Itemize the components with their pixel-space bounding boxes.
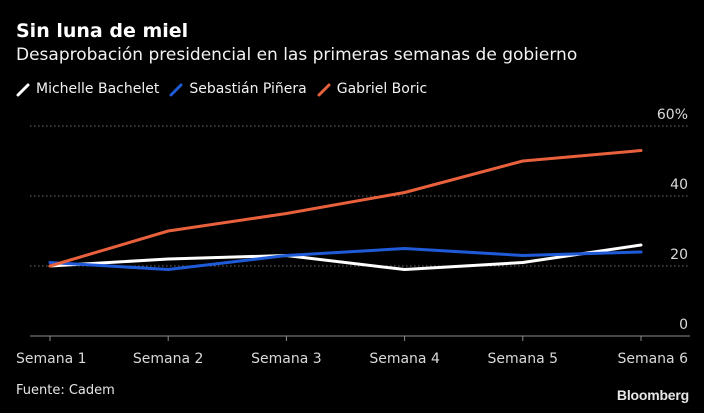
chart-subtitle: Desaprobación presidencial en las primer… <box>16 45 578 65</box>
y-tick-label: 0 <box>679 317 688 333</box>
series-line-0 <box>48 243 643 271</box>
legend-item-pinera: Sebastián Piñera <box>169 81 307 97</box>
legend-item-bachelet: Michelle Bachelet <box>16 81 159 97</box>
legend-label-bachelet: Michelle Bachelet <box>36 81 160 97</box>
legend-label-boric: Gabriel Boric <box>336 81 428 97</box>
legend-swatch-pinera <box>169 83 183 97</box>
legend-swatch-boric <box>317 83 331 97</box>
x-tick-label: Semana 2 <box>133 351 204 367</box>
y-tick-label: 60% <box>657 107 688 123</box>
y-tick-label: 40 <box>670 177 688 193</box>
legend-label-pinera: Sebastián Piñera <box>189 81 307 97</box>
legend-item-boric: Gabriel Boric <box>317 81 427 97</box>
series-line-1 <box>48 247 643 271</box>
x-tick-label: Semana 6 <box>617 351 688 367</box>
bloomberg-logo: Bloomberg <box>616 387 689 403</box>
legend-swatch-bachelet <box>16 83 30 97</box>
legend: Michelle Bachelet Sebastián Piñera Gabri… <box>16 81 427 97</box>
series-line-2 <box>48 149 643 268</box>
y-tick-label: 20 <box>670 247 688 263</box>
x-tick-label: Semana 4 <box>369 351 440 367</box>
chart-title: Sin luna de miel <box>16 20 189 42</box>
x-tick-label: Semana 3 <box>251 351 322 367</box>
source-note: Fuente: Cadem <box>16 383 115 398</box>
x-tick-label: Semana 5 <box>488 351 559 367</box>
x-tick-label: Semana 1 <box>16 351 87 367</box>
